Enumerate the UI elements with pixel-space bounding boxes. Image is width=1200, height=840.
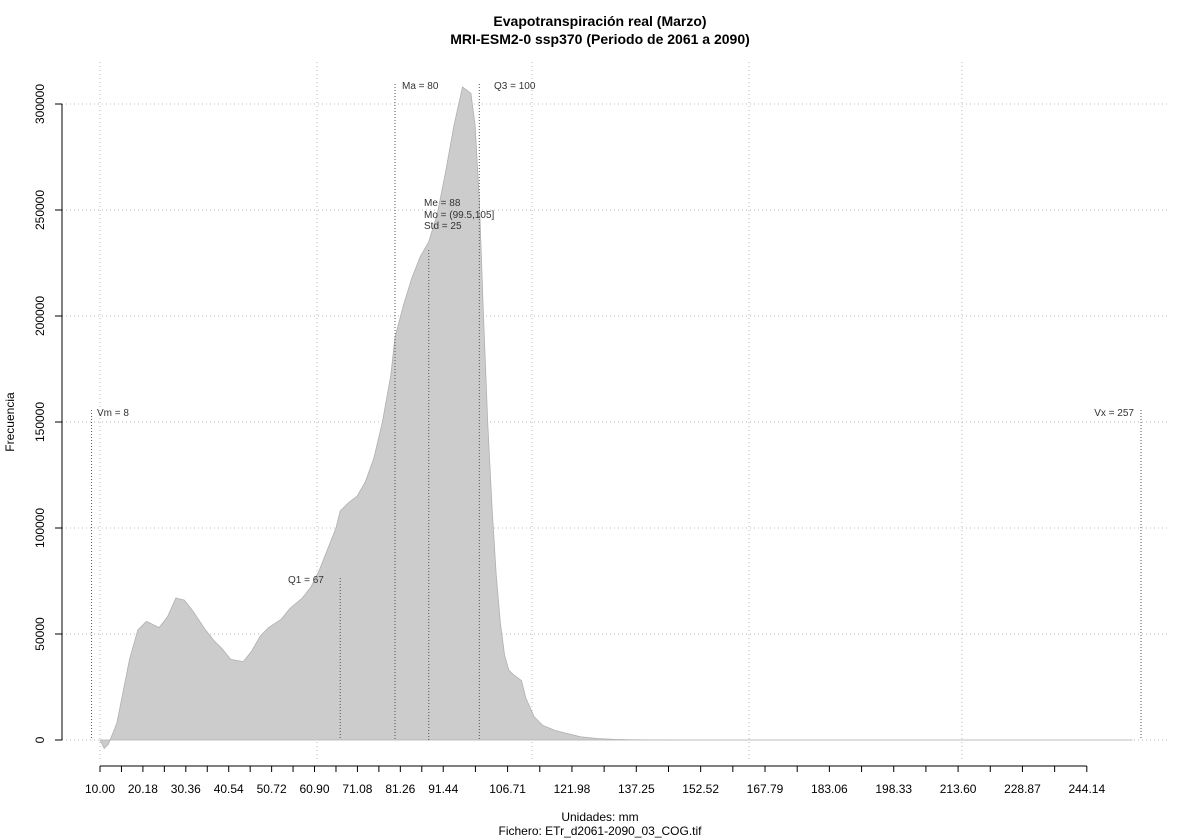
x-tick-label: 30.36 <box>171 782 201 796</box>
x-tick-label: 60.90 <box>300 782 330 796</box>
stat-marker-label: Ma = 80 <box>402 81 439 92</box>
chart-subtitle: MRI-ESM2-0 ssp370 (Periodo de 2061 a 209… <box>450 31 750 47</box>
x-tick-label: 10.00 <box>85 782 115 796</box>
stat-marker-label: Vm = 8 <box>97 408 129 419</box>
x-tick-label: 213.60 <box>940 782 977 796</box>
x-tick-label: 183.06 <box>811 782 848 796</box>
y-tick-label: 150000 <box>33 402 47 442</box>
stat-marker-label: Vx = 257 <box>1094 408 1134 419</box>
x-tick-label: 228.87 <box>1004 782 1041 796</box>
x-tick-label: 121.98 <box>554 782 591 796</box>
y-tick-label: 200000 <box>33 296 47 336</box>
stat-marker-label: Q3 = 100 <box>494 81 536 92</box>
stat-marker-label: Q1 = 67 <box>288 575 324 586</box>
x-tick-label: 71.08 <box>342 782 372 796</box>
stat-summary-label: Mo = (99.5,105] <box>424 210 495 221</box>
file-caption: Fichero: ETr_d2061-2090_03_COG.tif <box>498 824 702 838</box>
x-tick-label: 50.72 <box>257 782 287 796</box>
x-tick-label: 40.54 <box>214 782 244 796</box>
y-tick-label: 0 <box>33 736 47 743</box>
x-tick-label: 244.14 <box>1068 782 1105 796</box>
x-tick-label: 91.44 <box>428 782 458 796</box>
density-area <box>99 86 1133 750</box>
x-tick-label: 106.71 <box>489 782 526 796</box>
x-tick-label: 20.18 <box>128 782 158 796</box>
y-tick-label: 50000 <box>33 617 47 651</box>
stat-summary-label: Std = 25 <box>424 221 462 232</box>
y-axis-label: Frecuencia <box>3 392 17 452</box>
x-tick-label: 81.26 <box>385 782 415 796</box>
x-tick-label: 198.33 <box>875 782 912 796</box>
x-tick-label: 137.25 <box>618 782 655 796</box>
chart-title: Evapotranspiración real (Marzo) <box>493 13 707 29</box>
stat-summary-label: Me = 88 <box>424 198 461 209</box>
y-tick-label: 100000 <box>33 508 47 548</box>
x-axis-label: Unidades: mm <box>561 810 639 824</box>
x-tick-label: 152.52 <box>682 782 719 796</box>
y-tick-label: 300000 <box>33 84 47 124</box>
y-tick-label: 250000 <box>33 190 47 230</box>
x-tick-label: 167.79 <box>747 782 784 796</box>
